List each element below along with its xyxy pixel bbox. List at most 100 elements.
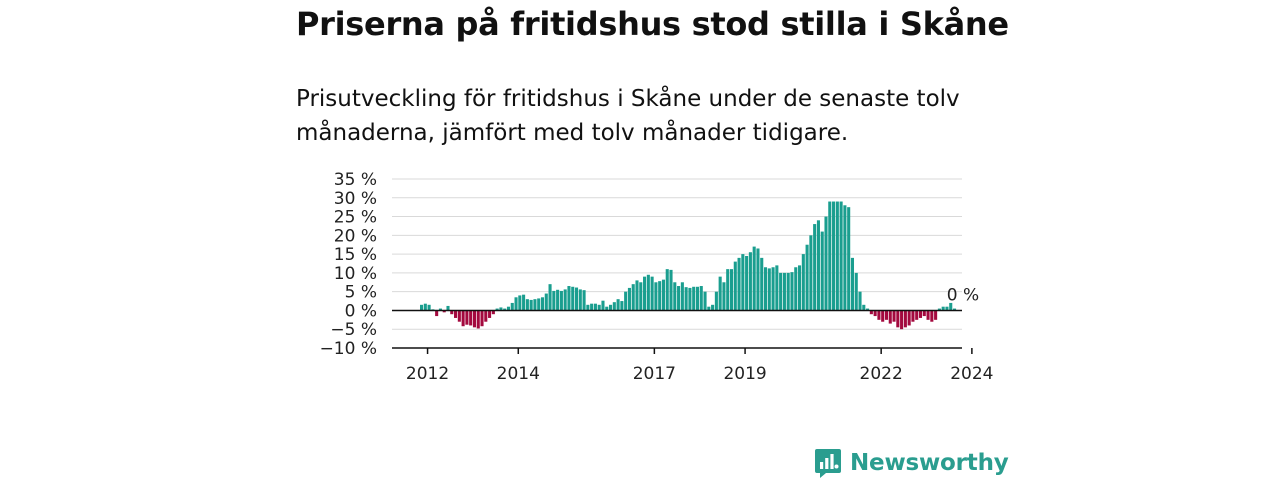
brand-name: Newsworthy: [850, 450, 1009, 476]
bar: [601, 300, 605, 311]
x-tick-label: 2017: [633, 364, 676, 384]
bar: [907, 310, 911, 326]
bar: [911, 310, 915, 322]
bar: [866, 308, 870, 311]
bar: [884, 310, 889, 320]
bar: [782, 272, 786, 311]
bar: [903, 310, 907, 328]
bar: [745, 255, 749, 311]
bar: [442, 310, 446, 313]
bar: [438, 308, 442, 311]
bar: [786, 272, 790, 311]
bar: [684, 287, 688, 311]
bar: [435, 310, 439, 317]
bar: [839, 201, 843, 311]
bar: [688, 287, 692, 311]
bar: [533, 299, 537, 311]
bar: [798, 265, 802, 311]
y-tick-label: −5 %: [330, 320, 377, 340]
bar: [450, 310, 454, 315]
bar: [677, 286, 681, 311]
bar: [510, 302, 514, 311]
bar: [775, 265, 779, 311]
bar: [518, 295, 522, 311]
bar: [850, 257, 854, 311]
newsworthy-logo-icon: [815, 449, 841, 478]
bar: [680, 282, 684, 311]
bar: [559, 290, 563, 311]
bar: [673, 282, 677, 311]
bar: [760, 257, 764, 311]
bar: [794, 267, 798, 311]
bar: [605, 306, 609, 311]
bar: [582, 290, 586, 311]
bar: [503, 308, 507, 311]
bar: [711, 304, 715, 311]
bar: [843, 205, 847, 311]
bar: [729, 269, 734, 311]
bar: [695, 286, 700, 311]
bar: [926, 310, 930, 320]
bar: [816, 220, 820, 311]
bar: [454, 310, 458, 318]
bar: [820, 231, 824, 311]
x-tick-label: 2019: [723, 364, 766, 384]
bar: [624, 291, 628, 311]
bar: [469, 310, 473, 326]
chart-subtitle: Prisutveckling för fritidshus i Skåne un…: [296, 86, 960, 146]
bar: [790, 272, 794, 311]
bar: [563, 289, 567, 311]
bar: [813, 224, 817, 311]
bar: [495, 308, 499, 311]
bar: [741, 254, 745, 311]
bar: [639, 282, 643, 311]
bar: [427, 304, 431, 311]
bar: [544, 293, 548, 311]
y-tick-label: 35 %: [334, 170, 377, 190]
bar: [552, 290, 556, 311]
bar: [590, 303, 594, 311]
bar: [748, 252, 752, 311]
bar: [847, 207, 851, 311]
bar-series: [420, 201, 957, 330]
bar: [952, 308, 957, 311]
bar: [627, 287, 631, 311]
bar: [877, 310, 881, 320]
bar: [824, 216, 828, 311]
annotations: 0 %: [947, 286, 979, 306]
bar: [593, 303, 597, 311]
bar: [733, 261, 737, 311]
bar: [835, 201, 839, 311]
bar: [643, 276, 647, 311]
bar: [801, 254, 805, 311]
bar: [537, 298, 541, 311]
bar: [707, 306, 711, 311]
bar: [540, 297, 545, 311]
bar: [476, 310, 480, 329]
chart-title: Priserna på fritidshus stod stilla i Skå…: [296, 5, 1009, 43]
y-tick-label: 30 %: [334, 189, 377, 209]
bar: [635, 280, 639, 311]
bar: [930, 310, 934, 322]
bar: [665, 269, 669, 311]
y-axis: 35 %30 %25 %20 %15 %10 %5 %0 %−5 %−10 %: [320, 170, 377, 359]
bar: [722, 282, 726, 311]
bar: [525, 299, 529, 311]
bar: [423, 303, 427, 311]
y-tick-label: 10 %: [334, 264, 377, 284]
bar: [854, 272, 858, 311]
bar: [457, 310, 461, 322]
bar: [616, 299, 620, 311]
bar: [896, 310, 900, 328]
bar: [858, 291, 862, 311]
bar: [465, 310, 469, 325]
bar: [763, 267, 768, 311]
bar: [484, 310, 488, 322]
bar: [499, 307, 503, 311]
bar: [488, 310, 492, 318]
bar: [881, 310, 885, 322]
bar: [934, 310, 938, 320]
bar: [809, 235, 813, 311]
bar: [779, 272, 783, 311]
x-tick-label: 2014: [497, 364, 540, 384]
